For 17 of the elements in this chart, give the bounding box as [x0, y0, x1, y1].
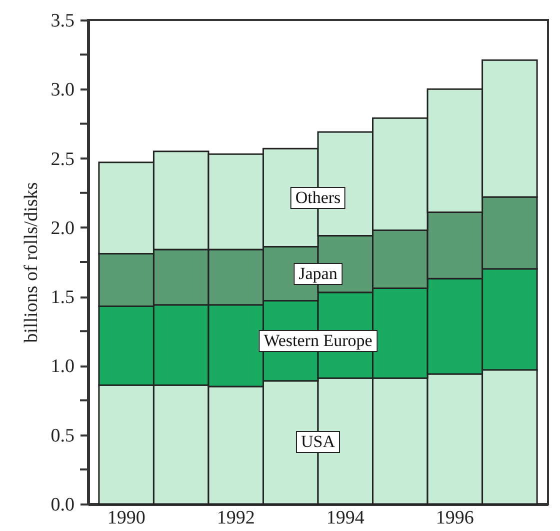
y-tick-label: 2.5 — [50, 148, 74, 170]
y-tick-label: 0.0 — [50, 494, 74, 516]
x-tick-label: 1996 — [436, 508, 474, 528]
y-tick-label: 1.0 — [50, 356, 74, 378]
series-label: Others — [290, 186, 346, 209]
y-tick-label: 0.5 — [50, 425, 74, 446]
series-label: Western Europe — [258, 330, 378, 352]
y-tick-label: 2.0 — [50, 218, 74, 239]
series-label: USA — [296, 431, 340, 454]
y-tick-label: 1.5 — [50, 287, 74, 308]
y-tick-label: 3.5 — [50, 10, 74, 32]
x-tick-label: 1992 — [216, 508, 255, 528]
y-tick-label: 3.0 — [50, 80, 74, 101]
x-tick-label: 1994 — [326, 508, 365, 528]
y-axis-title: billions of rolls/disks — [20, 182, 42, 343]
series-label: Japan — [294, 262, 342, 285]
x-tick-label: 1990 — [107, 508, 146, 528]
